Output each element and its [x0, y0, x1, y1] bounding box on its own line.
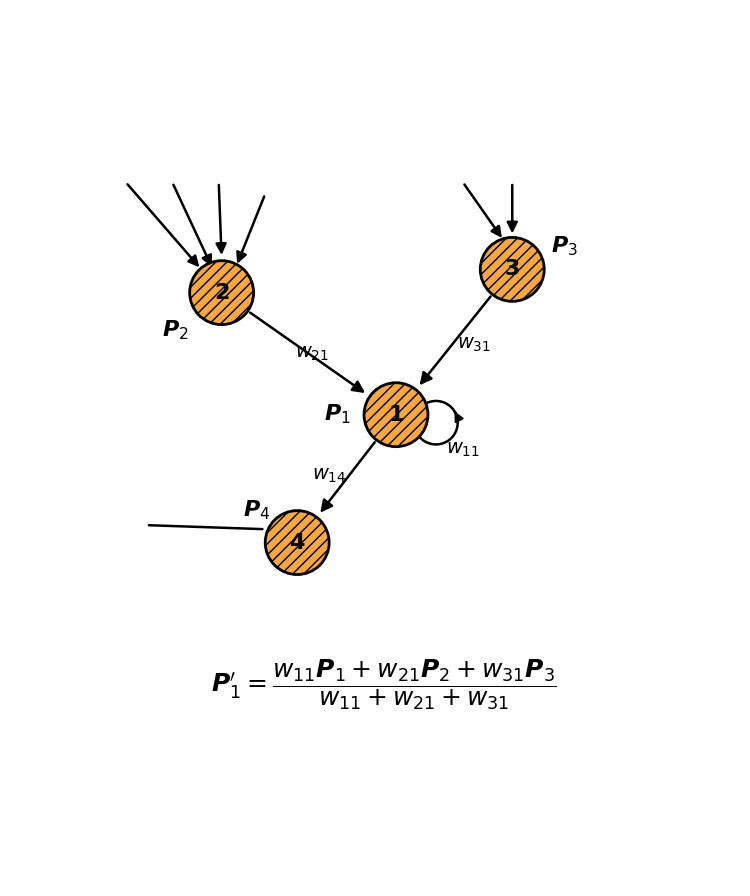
Text: $w_{14}$: $w_{14}$	[312, 466, 346, 486]
Text: 4: 4	[290, 532, 304, 553]
Text: $w_{21}$: $w_{21}$	[295, 344, 328, 363]
Circle shape	[190, 261, 254, 324]
Text: $w_{31}$: $w_{31}$	[458, 335, 491, 355]
Text: 3: 3	[505, 259, 520, 280]
Text: $w_{11}$: $w_{11}$	[446, 440, 480, 459]
Circle shape	[364, 383, 428, 447]
Text: $\boldsymbol{P}_1' = \dfrac{w_{11}\boldsymbol{P}_1 + w_{21}\boldsymbol{P}_2 + w_: $\boldsymbol{P}_1' = \dfrac{w_{11}\bolds…	[211, 658, 557, 712]
Text: $\boldsymbol{P}_{2}$: $\boldsymbol{P}_{2}$	[162, 319, 188, 342]
Text: $\boldsymbol{P}_{3}$: $\boldsymbol{P}_{3}$	[551, 235, 578, 258]
Circle shape	[266, 511, 329, 574]
Circle shape	[480, 237, 544, 301]
Text: 2: 2	[214, 282, 230, 303]
Text: $\boldsymbol{P}_{4}$: $\boldsymbol{P}_{4}$	[243, 499, 270, 522]
Text: $\boldsymbol{P}_{1}$: $\boldsymbol{P}_{1}$	[325, 403, 351, 426]
Text: 1: 1	[388, 405, 404, 425]
